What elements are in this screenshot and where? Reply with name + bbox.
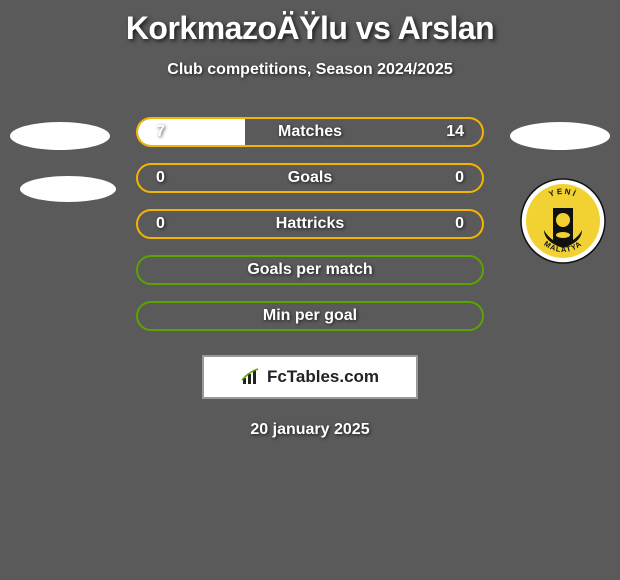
stat-bar: 0 Goals 0	[136, 163, 484, 193]
subtitle: Club competitions, Season 2024/2025	[0, 61, 620, 79]
stat-label: Matches	[278, 123, 342, 141]
stat-bar: Goals per match	[136, 255, 484, 285]
stat-row-goals: 0 Goals 0	[0, 163, 620, 193]
stat-row-matches: 7 Matches 14	[0, 117, 620, 147]
date-label: 20 january 2025	[0, 421, 620, 439]
stat-right-value: 14	[446, 123, 464, 141]
stat-label: Min per goal	[263, 307, 357, 325]
stat-row-gpm: Goals per match	[0, 255, 620, 285]
stat-label: Goals per match	[247, 261, 372, 279]
bar-chart-icon	[241, 368, 263, 386]
page-title: KorkmazoÄŸlu vs Arslan	[0, 10, 620, 47]
stat-left-value: 7	[156, 123, 165, 141]
stat-row-mpg: Min per goal	[0, 301, 620, 331]
fctables-text: FcTables.com	[267, 367, 379, 387]
stat-right-value: 0	[455, 215, 464, 233]
stat-bar-left-fill	[138, 119, 245, 145]
stat-row-hattricks: 0 Hattricks 0	[0, 209, 620, 239]
stat-rows: 7 Matches 14 0 Goals 0 0 Hattricks 0 Goa…	[0, 117, 620, 331]
stat-left-value: 0	[156, 215, 165, 233]
fctables-watermark: FcTables.com	[202, 355, 418, 399]
stat-bar: 0 Hattricks 0	[136, 209, 484, 239]
stat-bar: Min per goal	[136, 301, 484, 331]
stat-bar: 7 Matches 14	[136, 117, 484, 147]
stat-right-value: 0	[455, 169, 464, 187]
stat-label: Hattricks	[276, 215, 344, 233]
stat-left-value: 0	[156, 169, 165, 187]
stat-label: Goals	[288, 169, 332, 187]
